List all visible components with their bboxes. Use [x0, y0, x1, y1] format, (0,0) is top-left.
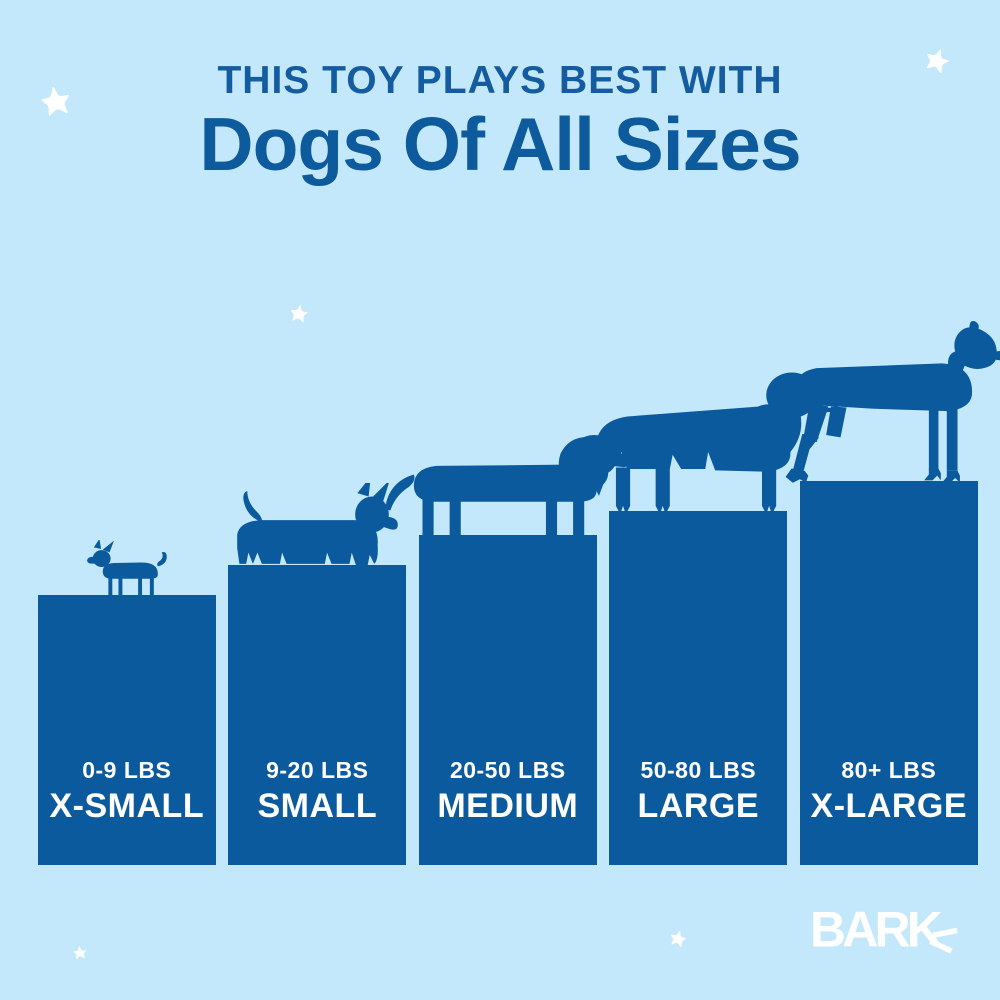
- svg-text:BARK: BARK: [810, 902, 943, 958]
